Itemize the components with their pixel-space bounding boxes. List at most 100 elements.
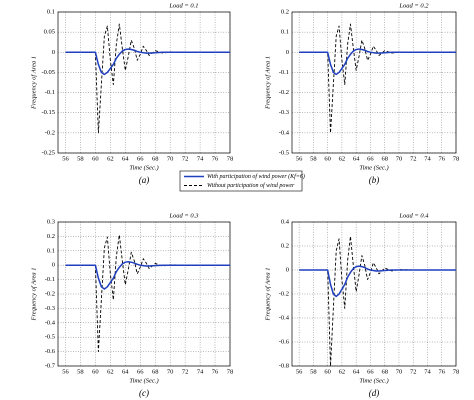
x-tick-label: 76 <box>212 155 219 162</box>
x-tick-label: 58 <box>77 155 84 162</box>
x-tick-label: 58 <box>310 368 317 375</box>
y-tick-label: -0.3 <box>45 305 55 312</box>
x-tick-label: 64 <box>122 368 129 375</box>
x-tick-label: 64 <box>353 368 360 375</box>
x-tick-label: 78 <box>453 368 460 375</box>
chart-title: Load = 0.2 <box>398 2 429 9</box>
x-tick-label: 72 <box>410 368 417 375</box>
y-tick-label: -0.5 <box>45 334 55 341</box>
series-line <box>299 48 456 76</box>
x-tick-label: 74 <box>424 368 431 375</box>
x-axis-label: Time (Sec.) <box>359 377 388 384</box>
x-tick-label: 56 <box>62 155 69 162</box>
y-tick-label: -0.2 <box>279 89 289 96</box>
y-tick-label: 0.2 <box>281 8 289 15</box>
y-tick-label: 0 <box>286 266 289 273</box>
y-tick-label: -0.1 <box>45 276 55 283</box>
plot-frame <box>291 221 457 367</box>
y-tick-label: -0.2 <box>279 290 289 297</box>
y-tick-label: -0.7 <box>45 362 56 369</box>
x-tick-label: 60 <box>324 155 331 162</box>
x-tick-label: 72 <box>410 155 417 162</box>
y-tick-label: 0 <box>52 262 55 269</box>
x-tick-label: 74 <box>197 368 204 375</box>
y-tick-label: -0.05 <box>41 69 55 76</box>
x-tick-label: 66 <box>367 368 374 375</box>
plot-frame <box>57 221 231 367</box>
x-tick-label: 56 <box>62 368 69 375</box>
x-axis-label: Time (Sec.) <box>129 377 158 384</box>
x-tick-label: 76 <box>438 155 445 162</box>
y-tick-label: 0.4 <box>281 218 290 225</box>
legend-label: Without participation of wind power <box>207 182 295 189</box>
y-tick-label: 0.1 <box>281 29 289 36</box>
y-tick-label: 0.2 <box>47 233 55 240</box>
series-line <box>299 235 456 367</box>
x-tick-label: 58 <box>310 155 317 162</box>
x-tick-label: 66 <box>137 368 144 375</box>
x-axis-label: Time (Sec.) <box>129 164 158 171</box>
x-tick-label: 66 <box>137 155 144 162</box>
x-tick-label: 72 <box>182 368 189 375</box>
y-axis-label: Frequency of Area 1 <box>30 267 37 321</box>
y-axis-label: Frequency of Area 1 <box>264 267 271 321</box>
x-tick-label: 76 <box>438 368 445 375</box>
chart-title: Load = 0.4 <box>398 212 429 219</box>
x-tick-label: 64 <box>353 155 360 162</box>
x-tick-label: 56 <box>296 368 303 375</box>
y-tick-label: -0.1 <box>45 89 55 96</box>
series-line <box>65 23 230 134</box>
caption: (c) <box>139 388 149 398</box>
series-line <box>65 260 230 290</box>
y-axis-label: Frequency of Area 1 <box>264 56 271 110</box>
x-tick-label: 68 <box>152 368 159 375</box>
x-tick-label: 62 <box>107 155 114 162</box>
series-line <box>65 234 230 353</box>
y-tick-label: -0.15 <box>41 109 55 116</box>
x-tick-label: 68 <box>381 368 388 375</box>
y-axis-label: Frequency of Area 1 <box>30 56 37 110</box>
x-tick-label: 60 <box>92 155 99 162</box>
x-tick-label: 78 <box>453 155 460 162</box>
y-tick-label: -0.4 <box>279 314 290 321</box>
y-tick-label: -0.4 <box>279 129 290 136</box>
y-tick-label: -0.5 <box>279 149 289 156</box>
x-tick-label: 78 <box>227 155 234 162</box>
legend-box <box>179 170 303 192</box>
caption: (a) <box>139 175 150 185</box>
x-tick-label: 66 <box>367 155 374 162</box>
plot-area <box>292 12 456 153</box>
y-tick-label: 0.3 <box>47 218 55 225</box>
x-tick-label: 70 <box>396 155 403 162</box>
x-tick-label: 68 <box>152 155 159 162</box>
x-tick-label: 70 <box>167 155 174 162</box>
y-tick-label: -0.2 <box>45 129 55 136</box>
y-tick-label: -0.1 <box>279 69 289 76</box>
x-tick-label: 58 <box>77 368 84 375</box>
x-tick-label: 74 <box>424 155 431 162</box>
y-tick-label: -0.2 <box>45 290 55 297</box>
x-tick-label: 62 <box>339 368 346 375</box>
x-tick-label: 70 <box>396 368 403 375</box>
plot-area <box>292 222 456 366</box>
caption: (b) <box>369 175 380 185</box>
y-tick-label: -0.6 <box>279 338 290 345</box>
x-tick-label: 62 <box>107 368 114 375</box>
x-tick-label: 56 <box>296 155 303 162</box>
y-tick-label: 0 <box>52 49 55 56</box>
series-line <box>299 265 456 298</box>
x-tick-label: 76 <box>212 368 219 375</box>
y-tick-label: 0.05 <box>44 29 55 36</box>
x-tick-label: 60 <box>324 368 331 375</box>
x-tick-label: 70 <box>167 368 174 375</box>
series-line <box>299 23 456 134</box>
x-tick-label: 64 <box>122 155 129 162</box>
plot-area <box>58 12 230 153</box>
chart-title: Load = 0.3 <box>168 212 199 219</box>
y-tick-label: -0.25 <box>41 149 55 156</box>
y-tick-label: 0 <box>286 49 289 56</box>
legend-label: With participation of wind power (Kf=6) <box>207 173 305 180</box>
x-tick-label: 62 <box>339 155 346 162</box>
y-tick-label: -0.4 <box>45 319 56 326</box>
